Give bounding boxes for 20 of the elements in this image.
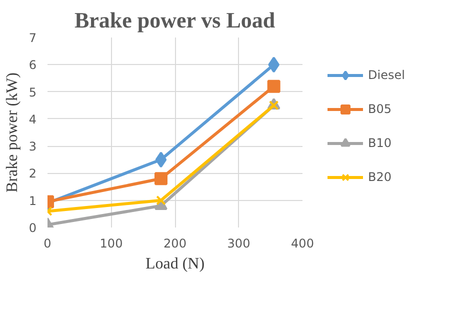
- chart-title: Brake power vs Load: [74, 8, 276, 32]
- y-tick-label: 7: [28, 31, 37, 45]
- x-tick-label: 0: [44, 236, 52, 250]
- y-tick-label: 3: [28, 140, 37, 154]
- y-tick-label: 2: [28, 166, 37, 181]
- x-tick-label: 300: [227, 236, 250, 250]
- y-tick-label: 4: [28, 112, 37, 126]
- x-tick-label: 400: [291, 236, 314, 250]
- y-tick-label: 1: [28, 194, 37, 208]
- x-axis-title: Load (N): [145, 256, 205, 272]
- x-tick-label: 100: [100, 236, 123, 250]
- y-tick-label: 6: [28, 58, 37, 72]
- y-tick-label: 0: [28, 221, 37, 235]
- legend-label: Diesel: [368, 68, 405, 82]
- y-tick-label: 5: [28, 85, 37, 100]
- x-tick-label: 200: [164, 236, 186, 250]
- legend-label: B10: [368, 136, 392, 150]
- legend-label: B20: [368, 170, 392, 184]
- y-axis-title: Brake power (kW): [4, 72, 21, 192]
- legend-label: B05: [368, 102, 392, 116]
